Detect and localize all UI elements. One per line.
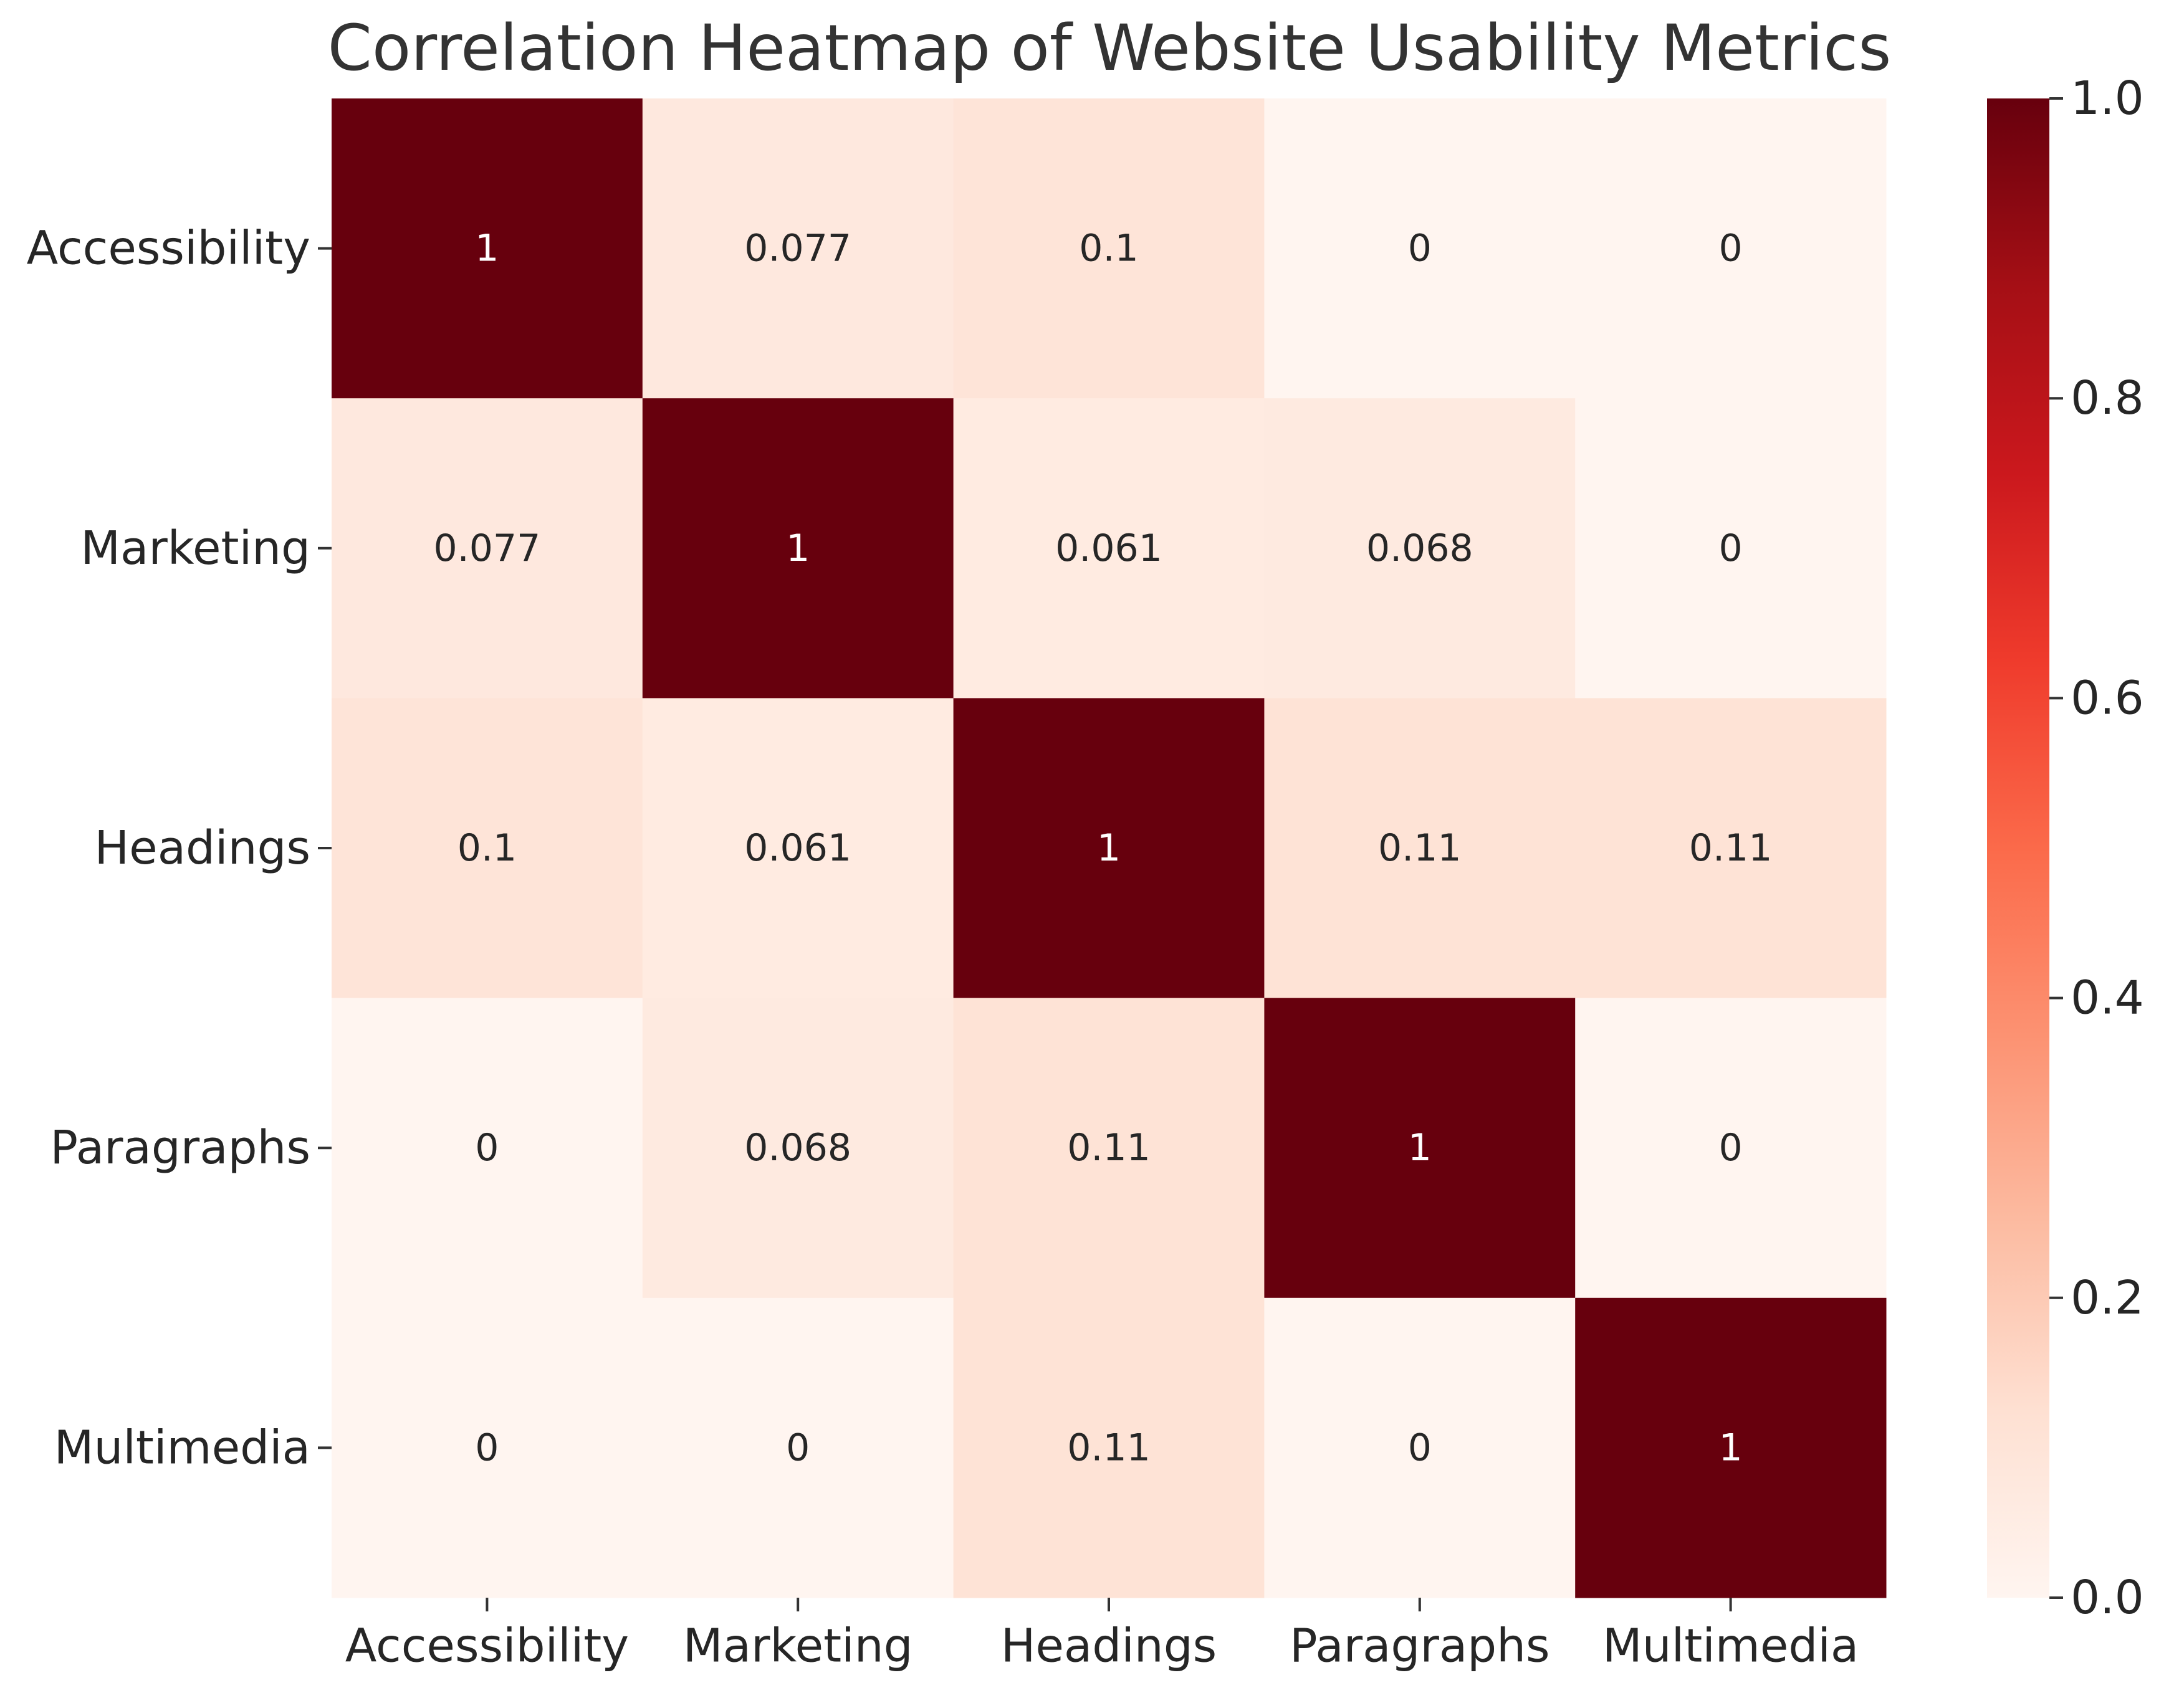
heatmap-cells <box>332 98 1887 1598</box>
y-tick-label: Paragraphs <box>50 1121 310 1175</box>
colorbar-tick-label: 0.0 <box>2071 1571 2144 1624</box>
colorbar-tick-label: 0.2 <box>2071 1271 2144 1325</box>
colorbar: 0.0 0.2 0.4 0.6 0.8 1.0 <box>1987 72 2144 1624</box>
heatmap-cell <box>1575 998 1887 1299</box>
cell-annotation: 1 <box>786 527 810 570</box>
heatmap-cell <box>332 698 643 999</box>
cell-annotation: 0 <box>1719 227 1743 270</box>
heatmap-cell <box>642 1297 954 1598</box>
heatmap-cell <box>953 698 1265 999</box>
cell-annotation: 0.11 <box>1067 1426 1151 1469</box>
cell-annotation: 0.1 <box>1079 227 1138 270</box>
heatmap-cell <box>1575 1297 1887 1598</box>
heatmap-cell <box>332 1297 643 1598</box>
heatmap-cell <box>1264 998 1576 1299</box>
y-tick-label: Multimedia <box>54 1421 310 1474</box>
cell-annotation: 0.068 <box>744 1126 851 1170</box>
heatmap-cell <box>332 998 643 1299</box>
cell-annotation: 0 <box>1719 1126 1743 1170</box>
colorbar-tick-label: 0.6 <box>2071 671 2144 725</box>
cell-annotation: 1 <box>1408 1126 1432 1170</box>
cell-annotation: 0 <box>1719 527 1743 570</box>
heatmap-cell <box>1575 698 1887 999</box>
colorbar-gradient <box>1987 98 2049 1598</box>
heatmap-cell <box>642 98 954 399</box>
cell-annotation: 0.11 <box>1378 826 1462 870</box>
x-tick-label: Marketing <box>683 1619 913 1672</box>
heatmap-cell <box>642 998 954 1299</box>
heatmap-cell <box>1575 398 1887 699</box>
cell-annotation: 0.077 <box>744 227 851 270</box>
x-tick-label: Headings <box>1001 1619 1217 1672</box>
cell-annotation: 0.11 <box>1689 826 1773 870</box>
heatmap-cell <box>953 398 1265 699</box>
heatmap-cell <box>953 98 1265 399</box>
heatmap-annotations: 1 0.077 0.1 0 0 0.077 1 0.061 0.068 0 0.1 0.061 1 0.1… <box>434 227 1773 1470</box>
heatmap-cell <box>1264 98 1576 399</box>
cell-annotation: 1 <box>1097 826 1121 870</box>
y-tick-label: Marketing <box>80 522 310 575</box>
x-axis: Accessibility Marketing Headings Paragraphs… <box>345 1598 1859 1672</box>
heatmap-cell <box>1264 1297 1576 1598</box>
cell-annotation: 0.061 <box>1055 527 1162 570</box>
heatmap-cell <box>1264 398 1576 699</box>
colorbar-tick-label: 0.4 <box>2071 971 2144 1025</box>
y-tick-label: Accessibility <box>27 222 310 275</box>
cell-annotation: 0 <box>475 1426 499 1469</box>
heatmap-cell <box>1575 98 1887 399</box>
heatmap-cell <box>642 398 954 699</box>
x-tick-label: Paragraphs <box>1290 1619 1550 1672</box>
cell-annotation: 1 <box>1719 1426 1743 1469</box>
cell-annotation: 0.11 <box>1067 1126 1151 1170</box>
colorbar-tick-label: 0.8 <box>2071 371 2144 425</box>
y-tick-label: Headings <box>95 821 310 875</box>
cell-annotation: 0.1 <box>457 826 517 870</box>
cell-annotation: 0 <box>1408 1426 1432 1469</box>
cell-annotation: 0 <box>786 1426 810 1469</box>
x-tick-label: Multimedia <box>1602 1619 1859 1672</box>
cell-annotation: 0.068 <box>1366 527 1473 570</box>
heatmap-cell <box>953 998 1265 1299</box>
cell-annotation: 1 <box>475 227 499 270</box>
heatmap-cell <box>332 398 643 699</box>
heatmap-cell <box>953 1297 1265 1598</box>
heatmap-cell <box>1264 698 1576 999</box>
cell-annotation: 0 <box>1408 227 1432 270</box>
cell-annotation: 0.061 <box>744 826 851 870</box>
heatmap-cell <box>642 698 954 999</box>
y-axis: Accessibility Marketing Headings Paragraphs… <box>27 222 332 1474</box>
cell-annotation: 0.077 <box>434 527 541 570</box>
heatmap-cell <box>332 98 643 399</box>
x-tick-label: Accessibility <box>345 1619 629 1672</box>
colorbar-tick-label: 1.0 <box>2071 72 2144 125</box>
chart-title: Correlation Heatmap of Website Usability… <box>328 11 1892 85</box>
cell-annotation: 0 <box>475 1126 499 1170</box>
